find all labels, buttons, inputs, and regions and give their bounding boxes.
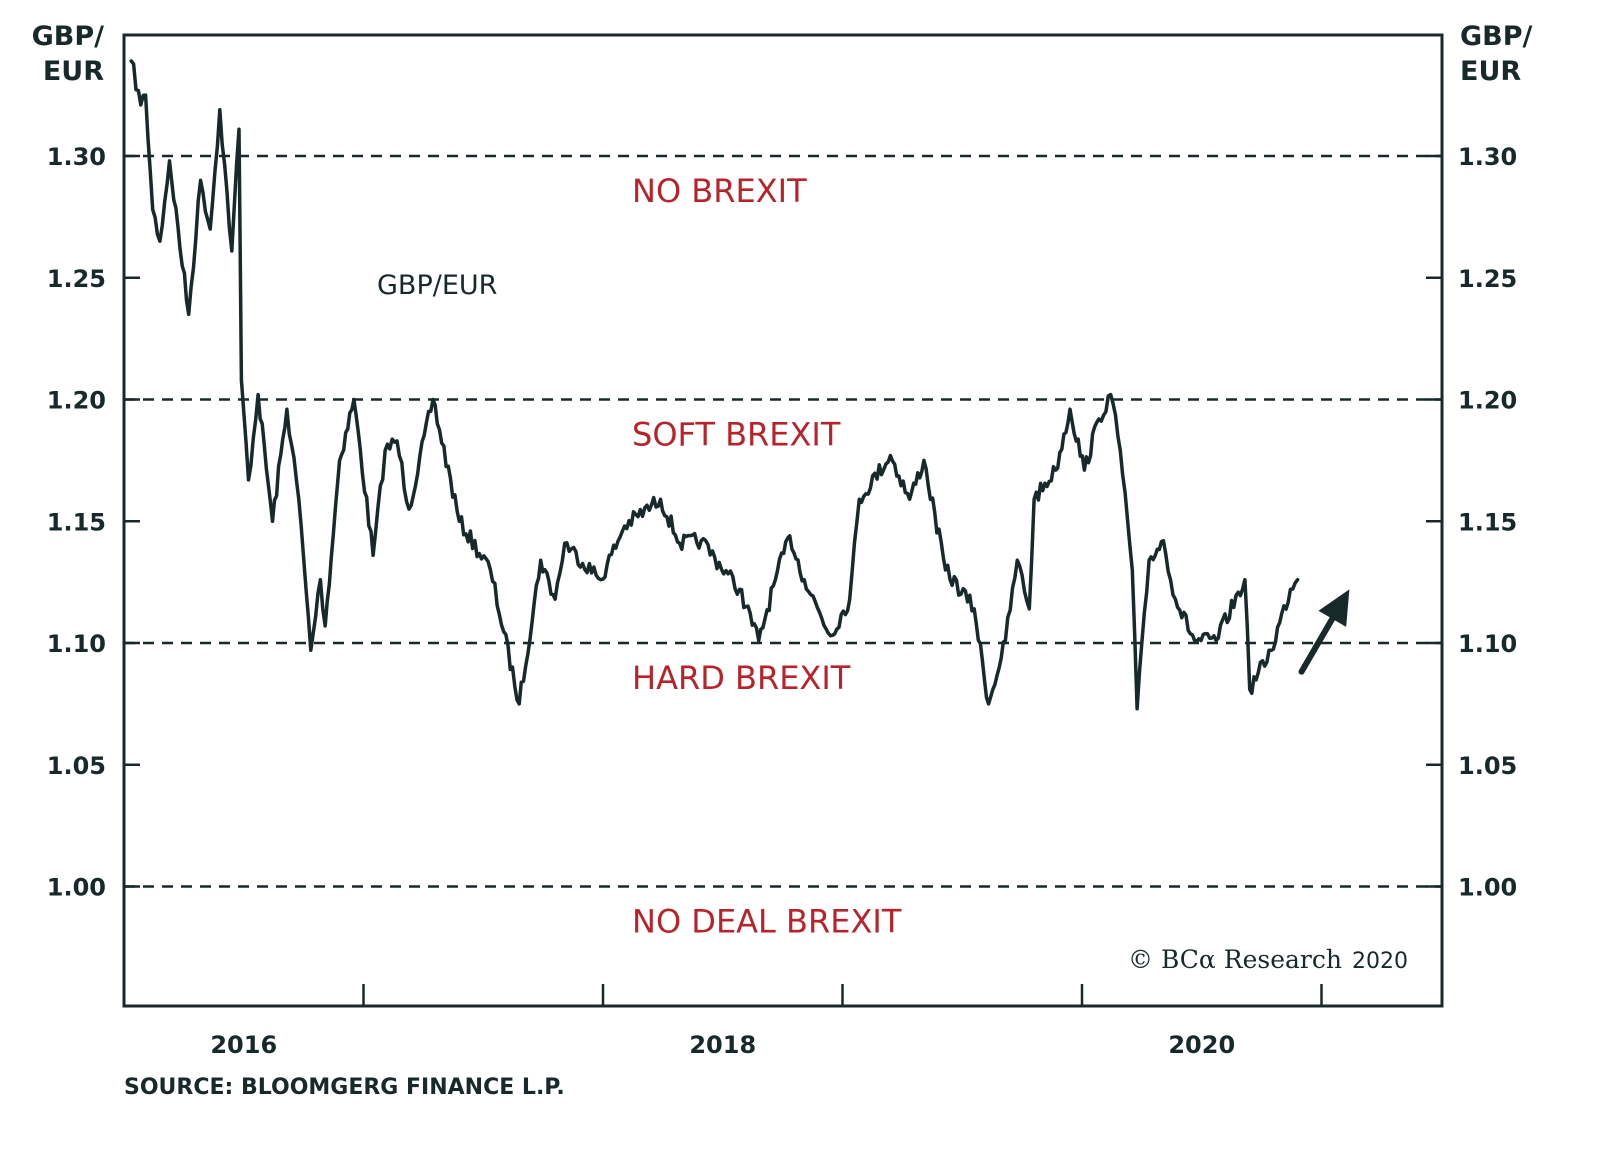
source-note: SOURCE: BLOOMGERG FINANCE L.P.	[124, 1075, 565, 1100]
y-tick-label-right: 1.30	[1458, 143, 1517, 171]
y-tick-label-left: 1.15	[47, 508, 106, 536]
zone-labels: NO BREXIT SOFT BREXIT HARD BREXIT NO DEAL B…	[632, 172, 902, 941]
y-tick-label-left: 1.10	[47, 630, 106, 658]
reference-lines	[124, 154, 1442, 888]
credit-brand: © BCα Research	[1128, 945, 1342, 974]
zone-label-hard-brexit: HARD BREXIT	[632, 659, 851, 697]
y-tick-label-left: 1.05	[47, 752, 106, 780]
x-tick-label-2016: 2016	[210, 1031, 277, 1059]
right-axis-unit-line1: GBP/	[1460, 21, 1533, 52]
trend-arrow-head	[1318, 589, 1350, 627]
credit-year: 2020	[1352, 949, 1408, 974]
left-axis-unit-line1: GBP/	[32, 21, 105, 52]
y-tick-label-left: 1.30	[47, 143, 106, 171]
series-label: GBP/EUR	[377, 270, 497, 301]
zone-label-no-deal-brexit: NO DEAL BREXIT	[632, 903, 902, 941]
x-tick-label-2018: 2018	[689, 1031, 756, 1059]
y-tick-label-right: 1.15	[1458, 508, 1517, 536]
x-tick-label-2020: 2020	[1168, 1031, 1235, 1059]
trend-arrow-shaft	[1298, 615, 1336, 675]
y-tick-label-left: 1.00	[47, 874, 106, 902]
y-tick-label-right: 1.00	[1458, 874, 1517, 902]
y-tick-label-right: 1.25	[1458, 265, 1517, 293]
y-axis-ticks: 1.30 1.30 1.25 1.25 1.20 1.20 1.15 1.15 1.10 1.10…	[47, 143, 1517, 902]
credit-text: © BCα Research 2020	[1128, 945, 1408, 974]
right-axis-unit-line2: EUR	[1460, 56, 1521, 87]
gbp-eur-series-line	[129, 59, 1300, 711]
left-axis-unit-line2: EUR	[43, 56, 104, 87]
zone-label-no-brexit: NO BREXIT	[632, 172, 807, 210]
x-axis-ticks: 2016 2018 2020	[210, 984, 1323, 1059]
y-tick-label-right: 1.20	[1458, 387, 1517, 415]
y-tick-label-left: 1.25	[47, 265, 106, 293]
trend-arrow	[1298, 589, 1350, 675]
y-tick-label-right: 1.05	[1458, 752, 1517, 780]
zone-label-soft-brexit: SOFT BREXIT	[632, 416, 841, 454]
y-tick-label-left: 1.20	[47, 387, 106, 415]
y-tick-label-right: 1.10	[1458, 630, 1517, 658]
